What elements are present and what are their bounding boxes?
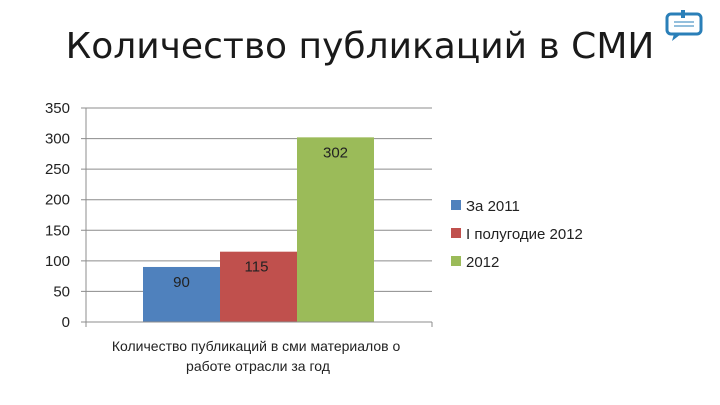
y-tick-label: 200 [45, 192, 70, 209]
y-tick-label: 150 [45, 222, 70, 239]
y-tick-label: 350 [45, 100, 70, 117]
legend-label-1: За 2011 [466, 198, 520, 215]
data-labels: 90 115 302 [173, 144, 348, 291]
legend-label-2: I полугодие 2012 [466, 226, 583, 243]
legend-swatch-1 [451, 200, 461, 210]
x-category-label: Количество публикаций в сми материалов о… [112, 338, 404, 374]
chart-title: Количество публикаций в СМИ [66, 26, 655, 67]
legend: За 2011 I полугодие 2012 2012 [451, 198, 583, 271]
legend-swatch-3 [451, 256, 461, 266]
y-axis-ticks: 0 50 100 150 200 250 300 350 [45, 100, 70, 331]
legend-label-3: 2012 [466, 254, 499, 271]
x-category-label-line-2: работе отрасли за год [186, 358, 330, 374]
y-tick-label: 100 [45, 253, 70, 270]
bar-3 [297, 137, 374, 322]
bar-1 [143, 266, 220, 322]
y-tick-label: 0 [62, 314, 70, 331]
axes [81, 108, 433, 327]
y-tick-label: 50 [53, 283, 70, 300]
data-label-3: 302 [323, 144, 348, 161]
legend-swatch-2 [451, 228, 461, 238]
y-tick-label: 300 [45, 131, 70, 148]
speech-bubble-logo-icon [664, 10, 704, 42]
data-label-1: 90 [173, 274, 190, 291]
bars [143, 137, 374, 322]
data-label-2: 115 [245, 259, 269, 276]
y-tick-label: 250 [45, 161, 70, 178]
x-category-label-line-1: Количество публикаций в сми материалов о [112, 338, 401, 354]
bar-2 [220, 251, 297, 322]
